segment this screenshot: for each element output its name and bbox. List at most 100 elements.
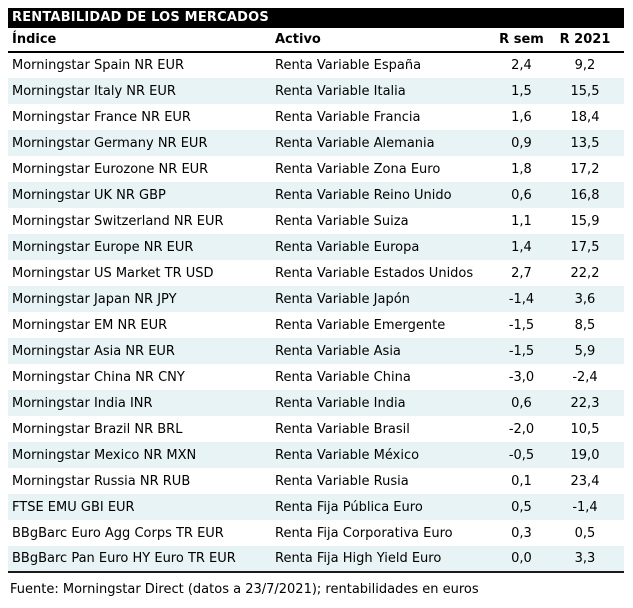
cell-indice: BBgBarc Euro Agg Corps TR EUR [12,525,224,541]
cell-r-2021: 22,3 [570,395,600,411]
cell-indice: Morningstar Eurozone NR EUR [12,161,209,177]
cell-activo: Renta Variable España [275,58,422,73]
table-row: Morningstar UK NR GBP Renta Variable Rein… [8,182,624,208]
cell-r-sem: 1,4 [511,239,532,255]
cell-activo: Renta Variable Francia [275,109,421,125]
cell-activo: Renta Variable Zona Euro [275,161,441,177]
cell-r-sem: -2,0 [508,421,535,437]
cell-indice: Morningstar Mexico NR MXN [12,447,197,463]
cell-r-2021: 8,5 [574,317,596,333]
cell-activo: Renta Variable Rusia [275,473,409,489]
table-row: Morningstar Spain NR EUR Renta Variable E… [8,52,624,78]
cell-indice: Morningstar US Market TR USD [12,265,214,281]
table-row: Morningstar Eurozone NR EUR Renta Variabl… [8,156,624,182]
cell-r-sem: -0,5 [508,447,535,463]
cell-activo: Renta Variable Alemania [275,135,435,151]
table-row: Morningstar Japan NR JPY Renta Variable J… [8,286,624,312]
table-row: Morningstar Europe NR EUR Renta Variable … [8,234,624,260]
cell-activo: Renta Variable Europa [275,239,420,255]
table-body: Morningstar Spain NR EUR Renta Variable E… [8,52,624,572]
col-header-indice: Índice [8,28,275,53]
cell-r-2021: -1,4 [572,499,598,515]
cell-activo: Renta Variable Asia [275,343,401,359]
cell-r-sem: 2,7 [511,265,532,281]
cell-activo: Renta Fija High Yield Euro [275,551,442,566]
cell-activo: Renta Variable Estados Unidos [275,265,474,281]
cell-activo: Renta Fija Pública Euro [275,499,423,515]
cell-indice: Morningstar Switzerland NR EUR [12,213,224,229]
cell-indice: Morningstar Brazil NR BRL [12,421,183,437]
cell-indice: Morningstar Asia NR EUR [12,343,175,359]
cell-indice: Morningstar Japan NR JPY [12,291,177,307]
cell-r-2021: 16,8 [570,187,600,203]
table-row: Morningstar Mexico NR MXN Renta Variable … [8,442,624,468]
cell-r-sem: 1,1 [511,213,532,229]
table-row: Morningstar Switzerland NR EUR Renta Vari… [8,208,624,234]
cell-activo: Renta Variable India [275,395,406,411]
table-row: BBgBarc Pan Euro HY Euro TR EUR Renta Fij… [8,546,624,572]
cell-activo: Renta Variable Italia [275,83,406,99]
returns-table: Índice Activo R sem R 2021 Morningstar S… [8,28,624,573]
cell-r-2021: 15,5 [570,83,600,99]
cell-activo: Renta Variable Reino Unido [275,187,452,203]
table-row: Morningstar Russia NR RUB Renta Variable … [8,468,624,494]
cell-activo: Renta Variable Emergente [275,317,446,333]
table-row: Morningstar China NR CNY Renta Variable C… [8,364,624,390]
cell-indice: BBgBarc Pan Euro HY Euro TR EUR [12,551,236,566]
table-row: FTSE EMU GBI EUR Renta Fija Pública Euro 0… [8,494,624,520]
cell-r-sem: 0,3 [511,525,532,541]
cell-indice: Morningstar EM NR EUR [12,317,168,333]
table-row: Morningstar Brazil NR BRL Renta Variable … [8,416,624,442]
table-row: Morningstar Italy NR EUR Renta Variable I… [8,78,624,104]
cell-r-2021: 23,4 [570,473,600,489]
cell-indice: Morningstar Italy NR EUR [12,83,176,99]
cell-indice: Morningstar Europe NR EUR [12,239,194,255]
cell-r-sem: 0,6 [511,187,532,203]
cell-r-2021: 9,2 [574,58,596,73]
col-header-r-2021: R 2021 [556,28,624,53]
cell-r-2021: 15,9 [570,213,600,229]
cell-r-sem: 0,5 [511,499,532,515]
cell-indice: Morningstar Spain NR EUR [12,58,185,73]
cell-r-2021: 17,2 [570,161,600,177]
cell-r-sem: -1,5 [508,343,535,359]
header-row: Índice Activo R sem R 2021 [8,28,624,53]
cell-r-sem: 0,0 [511,551,532,566]
cell-r-sem: 1,6 [511,109,532,125]
source-note: Fuente: Morningstar Direct (datos a 23/7… [10,582,479,597]
cell-r-2021: 17,5 [570,239,600,255]
table-row: Morningstar US Market TR USD Renta Variab… [8,260,624,286]
cell-r-sem: 1,8 [511,161,532,177]
cell-r-sem: 0,9 [511,135,532,151]
cell-activo: Renta Fija Corporativa Euro [275,525,453,541]
cell-indice: Morningstar Germany NR EUR [12,135,208,151]
cell-r-2021: 18,4 [570,109,600,125]
cell-r-2021: 22,2 [570,265,600,281]
table-title: RENTABILIDAD DE LOS MERCADOS [8,8,624,28]
cell-r-sem: 0,6 [511,395,532,411]
cell-r-2021: 3,6 [574,291,596,307]
cell-r-sem: -1,5 [508,317,535,333]
cell-activo: Renta Variable Brasil [275,421,410,437]
table-row: Morningstar Germany NR EUR Renta Variable… [8,130,624,156]
cell-r-2021: 5,9 [574,343,596,359]
table-row: Morningstar Asia NR EUR Renta Variable As… [8,338,624,364]
table-row: Morningstar India INR Renta Variable Indi… [8,390,624,416]
cell-indice: Morningstar France NR EUR [12,109,191,125]
table-row: BBgBarc Euro Agg Corps TR EUR Renta Fija … [8,520,624,546]
cell-r-2021: 13,5 [570,135,600,151]
cell-r-sem: 1,5 [511,83,532,99]
cell-indice: Morningstar India INR [12,395,153,411]
cell-indice: FTSE EMU GBI EUR [12,499,135,515]
col-header-r-sem: R sem [487,28,556,53]
table-row: Morningstar France NR EUR Renta Variable … [8,104,624,130]
col-header-activo: Activo [275,28,487,53]
cell-indice: Morningstar China NR CNY [12,369,185,385]
cell-indice: Morningstar UK NR GBP [12,187,166,203]
cell-r-sem: -1,4 [508,291,535,307]
cell-r-2021: 10,5 [570,421,600,437]
cell-r-2021: 0,5 [574,525,596,541]
cell-r-2021: -2,4 [572,369,598,385]
cell-r-2021: 3,3 [574,551,596,566]
